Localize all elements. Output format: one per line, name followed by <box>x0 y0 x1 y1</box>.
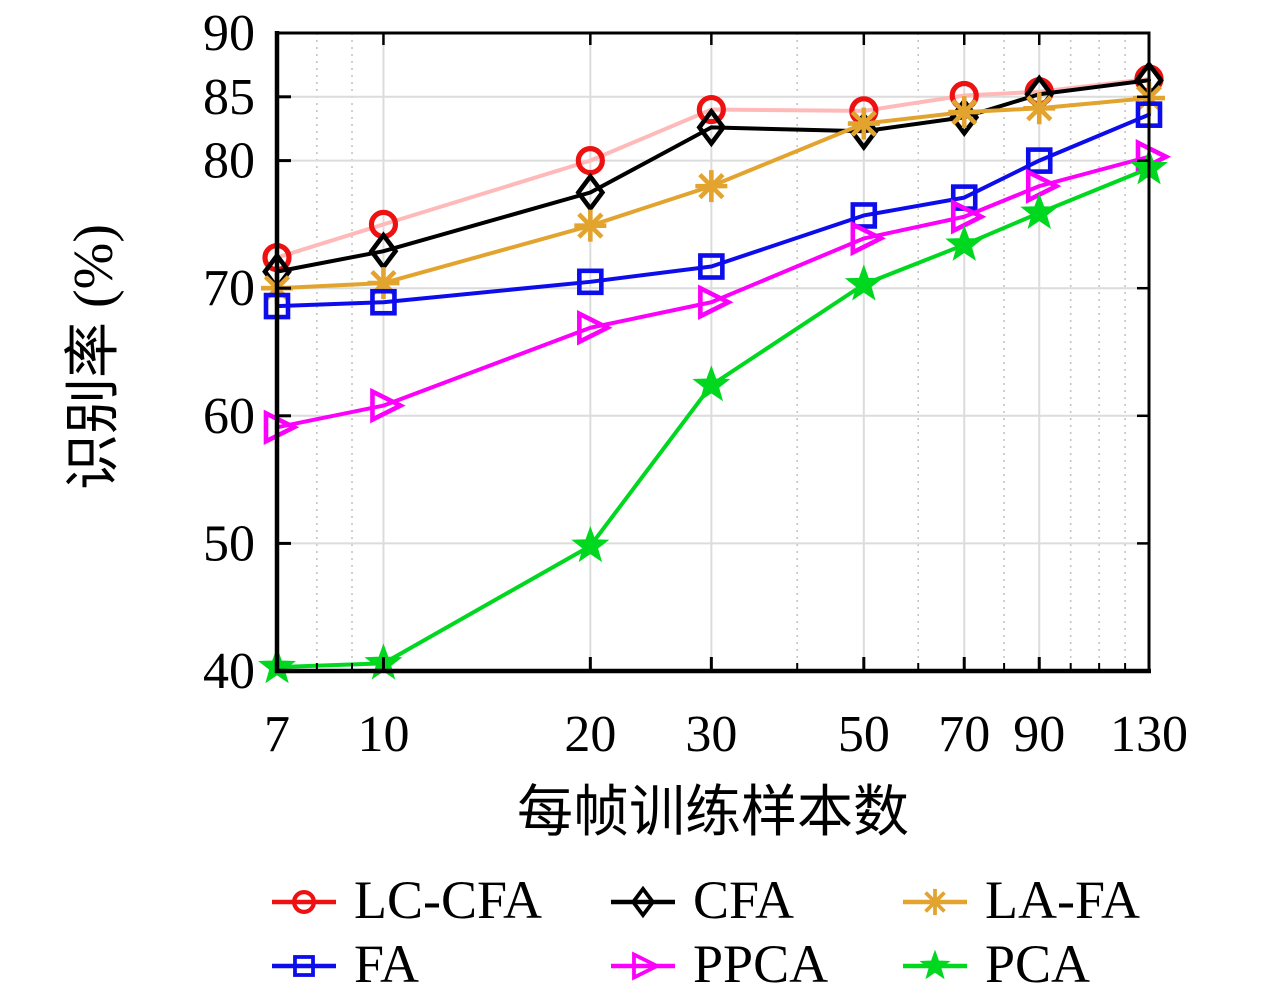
legend-label: LA-FA <box>985 870 1140 930</box>
diamond-marker <box>696 107 727 148</box>
diamond-marker <box>630 885 656 919</box>
x-tick-label: 30 <box>685 706 737 763</box>
y-tick-label: 70 <box>203 260 255 317</box>
circle-marker <box>575 146 605 176</box>
asterisk-marker <box>574 209 607 242</box>
triangle-right-marker <box>1025 168 1062 204</box>
asterisk-marker <box>1023 92 1056 125</box>
legend-entry-PPCA: PPCA <box>611 934 828 994</box>
square-marker <box>293 955 315 977</box>
triangle-right-marker <box>850 220 886 257</box>
circle-marker <box>696 94 726 125</box>
asterisk-marker <box>847 107 880 140</box>
legend-label: PPCA <box>693 934 828 994</box>
y-axis-label: 识别率 (%) <box>63 224 125 490</box>
legend-entry-FA: FA <box>272 934 419 994</box>
square-marker <box>370 288 397 316</box>
x-axis-label: 每帧训练样本数 <box>517 782 909 844</box>
triangle-right-marker <box>577 310 613 346</box>
y-tick-label: 50 <box>203 515 255 572</box>
x-tick-label: 10 <box>357 706 409 763</box>
star-marker <box>945 224 984 261</box>
x-tick-label: 90 <box>1013 706 1065 763</box>
legend-entry-LC-CFA: LC-CFA <box>272 870 542 930</box>
triangle-right-marker <box>263 409 300 446</box>
circle-marker <box>292 890 316 914</box>
triangle-right-marker <box>950 199 987 235</box>
axis-labels: 每帧训练样本数 识别率 (%) <box>63 224 909 844</box>
x-tick-label: 70 <box>938 706 990 763</box>
legend-entry-LA-FA: LA-FA <box>903 870 1140 930</box>
y-tick-label: 80 <box>203 133 255 190</box>
legend-label: CFA <box>693 870 794 930</box>
square-marker <box>577 268 604 296</box>
grid-major <box>277 33 1149 671</box>
asterisk-marker <box>948 96 981 129</box>
diamond-marker <box>575 172 606 213</box>
legend-label: LC-CFA <box>354 870 542 930</box>
x-tick-label: 50 <box>838 706 890 763</box>
legend: LC-CFA CFA LA-FA FA PPCA PCA <box>272 870 1140 994</box>
x-tick-label: 130 <box>1110 706 1188 763</box>
y-tick-label: 85 <box>203 69 255 126</box>
star-marker <box>919 949 951 980</box>
series-FA <box>263 101 1163 320</box>
x-tick-label: 7 <box>264 706 290 763</box>
triangle-right-marker <box>370 387 406 424</box>
x-tick-label: 20 <box>564 706 616 763</box>
asterisk-marker <box>695 170 728 203</box>
legend-entry-PCA: PCA <box>903 934 1090 994</box>
legend-entry-CFA: CFA <box>611 870 794 930</box>
tick-marks <box>275 31 1151 673</box>
triangle-right-marker <box>632 951 662 981</box>
star-marker <box>692 365 731 402</box>
square-marker <box>1025 147 1053 174</box>
square-marker <box>850 202 878 229</box>
y-tick-label: 40 <box>203 643 255 700</box>
legend-label: PCA <box>985 934 1090 994</box>
y-tick-label: 90 <box>203 5 255 62</box>
legend-label: FA <box>354 934 419 994</box>
tick-labels: 7 10 20 30 50 70 90 130 40 50 60 70 80 85 90 <box>203 5 1188 763</box>
star-marker <box>844 264 883 301</box>
star-marker <box>1020 192 1059 230</box>
star-marker <box>571 526 610 563</box>
square-marker <box>698 253 725 280</box>
y-tick-label: 60 <box>203 388 255 445</box>
asterisk-marker <box>921 888 949 916</box>
series-line-PCA <box>275 166 1151 670</box>
grid-minor <box>316 33 1126 671</box>
series-group <box>258 60 1172 684</box>
triangle-right-marker <box>698 284 734 320</box>
